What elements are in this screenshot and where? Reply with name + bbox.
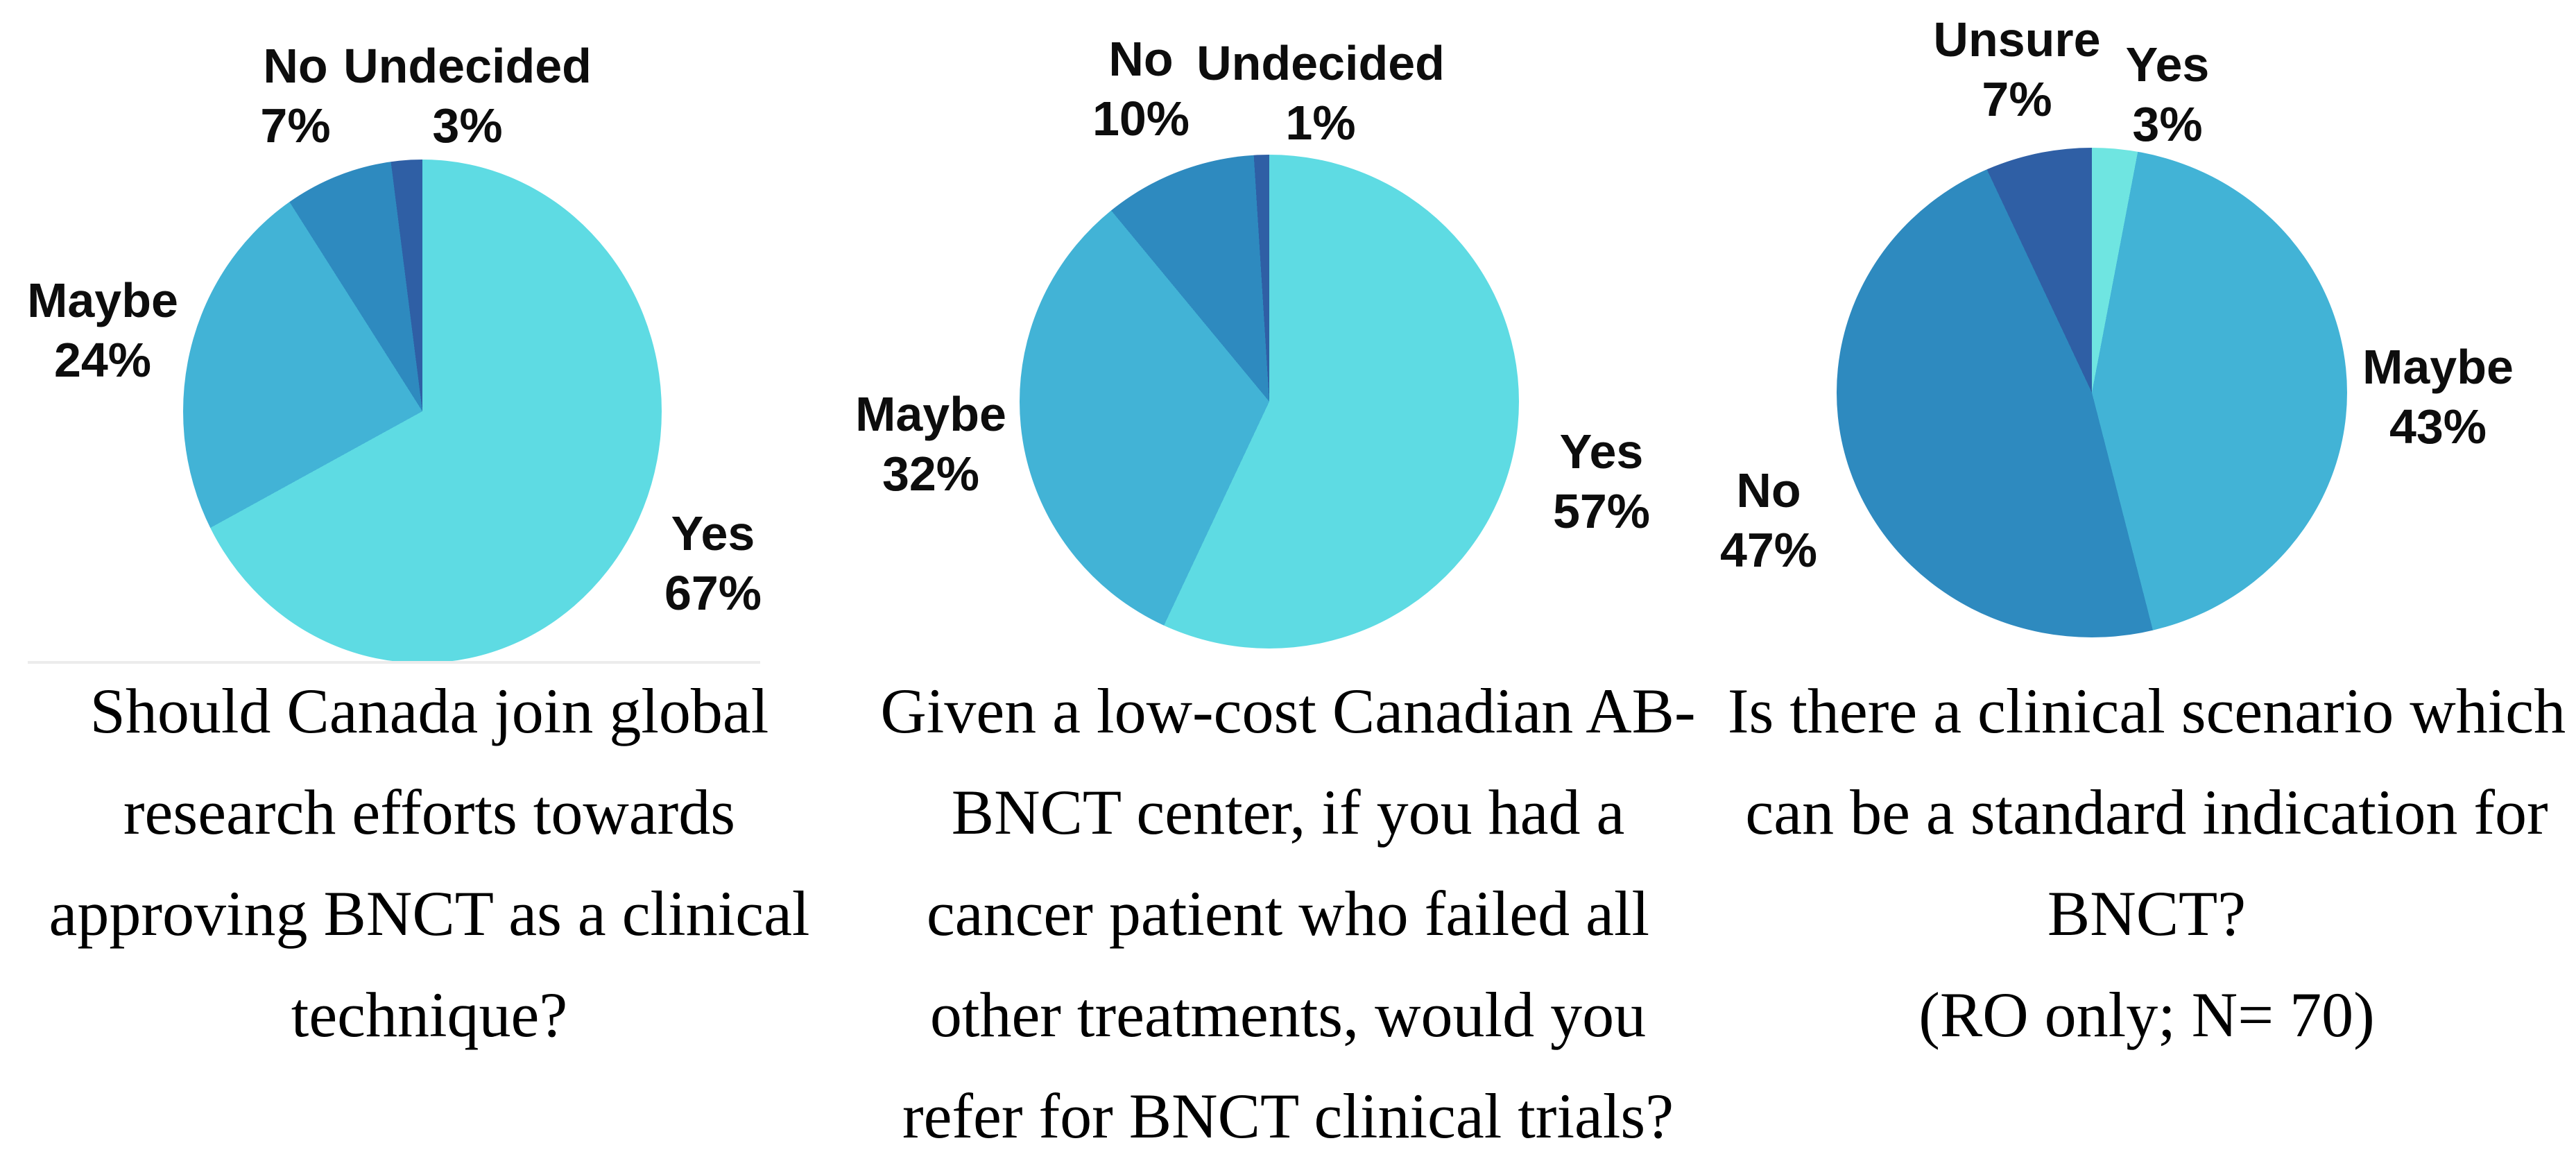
slice-label-pct: 1%	[1285, 96, 1356, 150]
caption-line: BNCT?	[2047, 878, 2247, 949]
slice-label-no: No 47%	[1609, 461, 1928, 580]
pie-chart-canada-join-research	[183, 160, 662, 663]
caption-line: other treatments, would you	[929, 979, 1647, 1050]
divider-line	[28, 661, 760, 664]
slice-label-name: Undecided	[1196, 36, 1445, 90]
slice-label-yes: Yes 57%	[1442, 422, 1761, 541]
slice-label-name: No	[1736, 463, 1801, 517]
caption-line: Given a low-cost Canadian AB-	[880, 676, 1696, 746]
slice-label-undecided: Undecided 3%	[308, 36, 627, 155]
slice-label-yes: Yes 67%	[553, 504, 873, 623]
slice-label-name: Yes	[671, 506, 755, 560]
slice-label-maybe: Maybe 24%	[0, 270, 262, 390]
slice-label-name: Yes	[2125, 37, 2210, 92]
caption-line: BNCT center, if you had a	[951, 777, 1625, 848]
chart-caption-2: Given a low-cost Canadian AB- BNCT cente…	[868, 660, 1708, 1167]
pie-chart-standard-indication	[1837, 148, 2347, 637]
slice-label-name: Yes	[1559, 424, 1644, 479]
slice-label-pct: 24%	[53, 333, 152, 387]
slice-label-pct: 7%	[260, 98, 331, 153]
slice-label-name: Maybe	[855, 387, 1006, 441]
slice-label-name: Maybe	[2362, 340, 2514, 394]
chart-caption-3: Is there a clinical scenario which can b…	[1727, 660, 2566, 1065]
caption-line: research efforts towards	[123, 777, 736, 848]
caption-line: Is there a clinical scenario which	[1727, 676, 2566, 746]
slice-label-maybe: Maybe 32%	[771, 384, 1090, 504]
slice-label-pct: 47%	[1719, 523, 1818, 577]
slice-label-pct: 10%	[1092, 92, 1190, 146]
slice-label-pct: 43%	[2389, 400, 2487, 454]
slice-label-no: No 10%	[981, 29, 1300, 148]
slice-label-name: Maybe	[27, 273, 178, 327]
slice-label-undecided: Undecided 1%	[1161, 33, 1480, 153]
slice-label-name: No	[1108, 32, 1174, 86]
slice-label-unsure: Unsure 7%	[1857, 10, 2176, 129]
caption-line: can be a standard indication for	[1745, 777, 2548, 848]
caption-line: Should Canada join global	[89, 676, 769, 746]
slice-label-name: Undecided	[343, 39, 592, 93]
chart-caption-1: Should Canada join global research effor…	[10, 660, 849, 1065]
slice-label-pct: 3%	[432, 98, 503, 153]
slice-label-no: No 7%	[136, 36, 455, 155]
caption-line: approving BNCT as a clinical	[49, 878, 810, 949]
slice-label-pct: 3%	[2132, 97, 2203, 151]
slice-label-pct: 57%	[1552, 484, 1651, 538]
pie-chart-refer-clinical-trials	[1020, 155, 1519, 649]
slice-label-yes: Yes 3%	[2008, 35, 2327, 154]
caption-line: technique?	[291, 979, 568, 1050]
caption-line: (RO only; N= 70)	[1918, 979, 2375, 1050]
slice-label-pct: 7%	[1982, 72, 2052, 126]
slice-label-maybe: Maybe 43%	[2278, 337, 2576, 456]
slice-label-name: Unsure	[1933, 12, 2101, 67]
slice-label-pct: 67%	[664, 566, 762, 620]
caption-line: cancer patient who failed all	[926, 878, 1650, 949]
caption-line: refer for BNCT clinical trials?	[902, 1081, 1674, 1151]
slice-label-name: No	[263, 39, 328, 93]
slice-label-pct: 32%	[882, 447, 980, 501]
